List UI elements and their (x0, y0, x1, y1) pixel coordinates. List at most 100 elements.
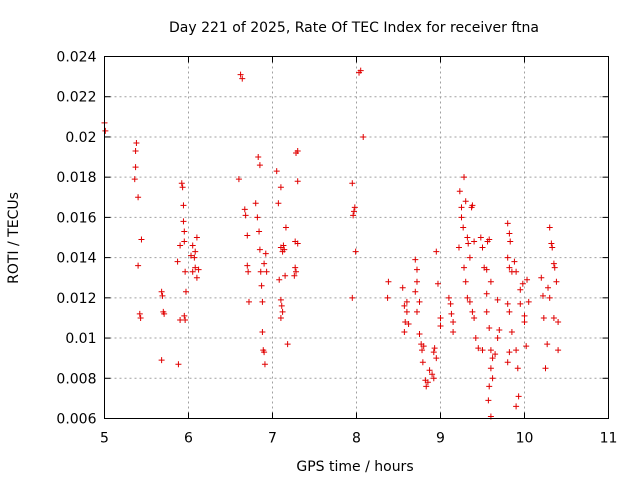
grid (104, 56, 609, 419)
data-point (506, 230, 513, 237)
data-point (351, 204, 358, 211)
data-point (479, 347, 486, 354)
data-point (450, 318, 457, 325)
data-point (430, 349, 437, 356)
data-point (245, 268, 252, 275)
y-tick-label: 0.014 (56, 251, 96, 267)
data-point (182, 288, 189, 295)
data-point (424, 379, 431, 386)
data-point (291, 272, 298, 279)
data-point (419, 347, 426, 354)
data-point (182, 316, 189, 323)
data-point (507, 238, 514, 245)
data-point (539, 292, 546, 299)
data-point (413, 266, 420, 273)
data-point (360, 133, 367, 140)
data-point (419, 359, 426, 366)
data-point (135, 194, 142, 201)
data-point (282, 224, 289, 231)
data-point (544, 341, 551, 348)
data-point (551, 264, 558, 271)
data-point (179, 184, 186, 191)
data-point (447, 300, 454, 307)
data-point (471, 238, 478, 245)
data-point (275, 200, 282, 207)
data-point (292, 264, 299, 271)
data-point (175, 361, 182, 368)
data-point (254, 214, 261, 221)
data-point (278, 302, 285, 309)
data-point (277, 296, 284, 303)
data-point (132, 148, 139, 155)
data-point (483, 266, 490, 273)
data-point (437, 322, 444, 329)
data-point (259, 298, 266, 305)
x-tick-label: 9 (436, 431, 445, 447)
data-point (177, 316, 184, 323)
y-tick-label: 0.016 (56, 210, 96, 226)
data-point (506, 308, 513, 315)
data-point (550, 260, 557, 267)
data-point (517, 286, 524, 293)
data-point (485, 397, 492, 404)
chart-title: Day 221 of 2025, Rate Of TEC Index for r… (169, 20, 539, 36)
data-point (180, 202, 187, 209)
data-point (466, 254, 473, 261)
data-point (469, 308, 476, 315)
y-tick-label: 0.018 (56, 170, 96, 186)
data-point (464, 294, 471, 301)
data-point (431, 345, 438, 352)
data-point (489, 355, 496, 362)
data-point (521, 318, 528, 325)
data-point (401, 329, 408, 336)
y-tick-label: 0.012 (56, 291, 96, 307)
data-point (294, 148, 301, 155)
data-point (506, 349, 513, 356)
y-tick-label: 0.01 (65, 331, 96, 347)
data-point (384, 294, 391, 301)
data-point (188, 252, 195, 259)
data-point (258, 282, 265, 289)
data-point (538, 274, 545, 281)
y-tick-label: 0.022 (56, 90, 96, 106)
data-point (401, 302, 408, 309)
data-point (261, 361, 268, 368)
data-point (506, 264, 513, 271)
data-point (281, 246, 288, 253)
data-point (138, 236, 145, 243)
data-point (524, 276, 531, 283)
data-point (448, 310, 455, 317)
data-point (555, 347, 562, 354)
data-point (357, 67, 364, 74)
data-point (464, 234, 471, 241)
data-point (416, 331, 423, 338)
x-tick-label: 11 (600, 431, 618, 447)
data-point (256, 228, 263, 235)
y-tick-label: 0.008 (56, 371, 96, 387)
data-point (450, 329, 457, 336)
data-points (101, 67, 562, 420)
data-point (245, 298, 252, 305)
data-point (472, 335, 479, 342)
data-point (181, 312, 188, 319)
data-point (466, 298, 473, 305)
data-point (277, 314, 284, 321)
data-point (412, 256, 419, 263)
data-point (426, 367, 433, 374)
data-point (192, 264, 199, 271)
data-point (416, 298, 423, 305)
data-point (178, 180, 185, 187)
data-point (257, 268, 264, 275)
data-point (546, 294, 553, 301)
data-point (255, 154, 262, 161)
data-point (433, 248, 440, 255)
data-point (177, 242, 184, 249)
data-point (263, 268, 270, 275)
data-point (242, 212, 249, 219)
data-point (181, 238, 188, 245)
data-point (284, 341, 291, 348)
data-point (193, 234, 200, 241)
data-point (517, 300, 524, 307)
data-point (159, 292, 166, 299)
